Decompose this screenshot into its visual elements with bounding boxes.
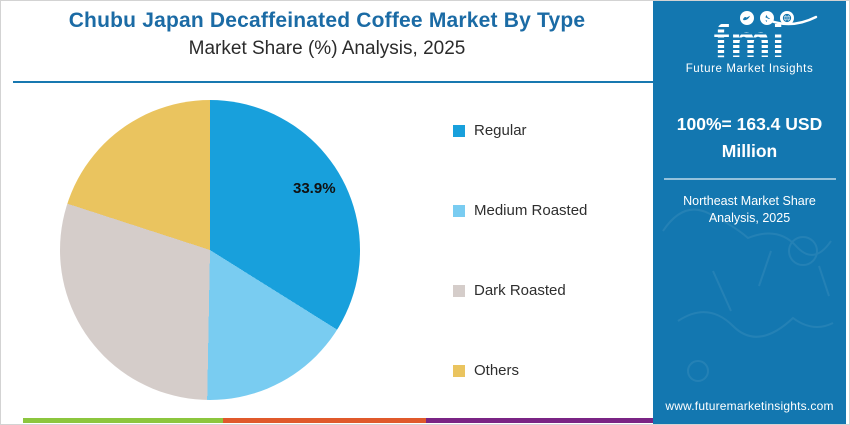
legend-item: Dark Roasted bbox=[453, 282, 587, 299]
brand-wordmark: fmi bbox=[653, 18, 846, 64]
pie-chart: 33.9% bbox=[60, 100, 360, 400]
legend-item: Others bbox=[453, 362, 587, 379]
legend-label: Medium Roasted bbox=[474, 202, 588, 219]
page-subtitle: Market Share (%) Analysis, 2025 bbox=[188, 38, 466, 59]
title-divider bbox=[13, 81, 653, 83]
page-title: Chubu Japan Decaffeinated Coffee Market … bbox=[68, 9, 586, 32]
legend-swatch bbox=[453, 124, 465, 137]
logo-swoosh bbox=[760, 15, 818, 26]
legend-label: Regular bbox=[474, 122, 527, 139]
legend-swatch bbox=[453, 204, 465, 217]
legend-swatch bbox=[453, 284, 465, 297]
bird-icon bbox=[739, 11, 754, 25]
legend-swatch bbox=[453, 364, 465, 377]
chart-legend: Regular Medium Roasted Dark Roasted Others bbox=[453, 122, 587, 379]
stat-divider bbox=[663, 178, 836, 181]
footer-accent-bar-purple bbox=[426, 418, 653, 423]
website-link[interactable]: www.futuremarketinsights.com bbox=[665, 399, 834, 413]
region-analysis-note: Northeast Market Share Analysis, 2025 bbox=[683, 194, 816, 226]
globe-icon bbox=[779, 11, 794, 25]
footer-accent-bar-orange bbox=[223, 418, 426, 423]
brand-tagline: Future Market Insights bbox=[685, 63, 814, 75]
fmi-logo: fmi Future Market Insights bbox=[653, 11, 846, 75]
legend-label: Others bbox=[474, 362, 520, 379]
market-total-stat: 100%= 163.4 USD Million bbox=[676, 114, 823, 162]
pie-slice-label: 33.9% bbox=[293, 180, 336, 197]
fmi-logo-icons bbox=[687, 11, 846, 26]
footer-accent-bar-green bbox=[23, 418, 223, 423]
legend-item: Regular bbox=[453, 122, 587, 139]
legend-label: Dark Roasted bbox=[474, 282, 566, 299]
brand-sidebar: fmi Future Market Insights 100%= 163.4 U… bbox=[653, 1, 846, 424]
legend-item: Medium Roasted bbox=[453, 202, 587, 219]
